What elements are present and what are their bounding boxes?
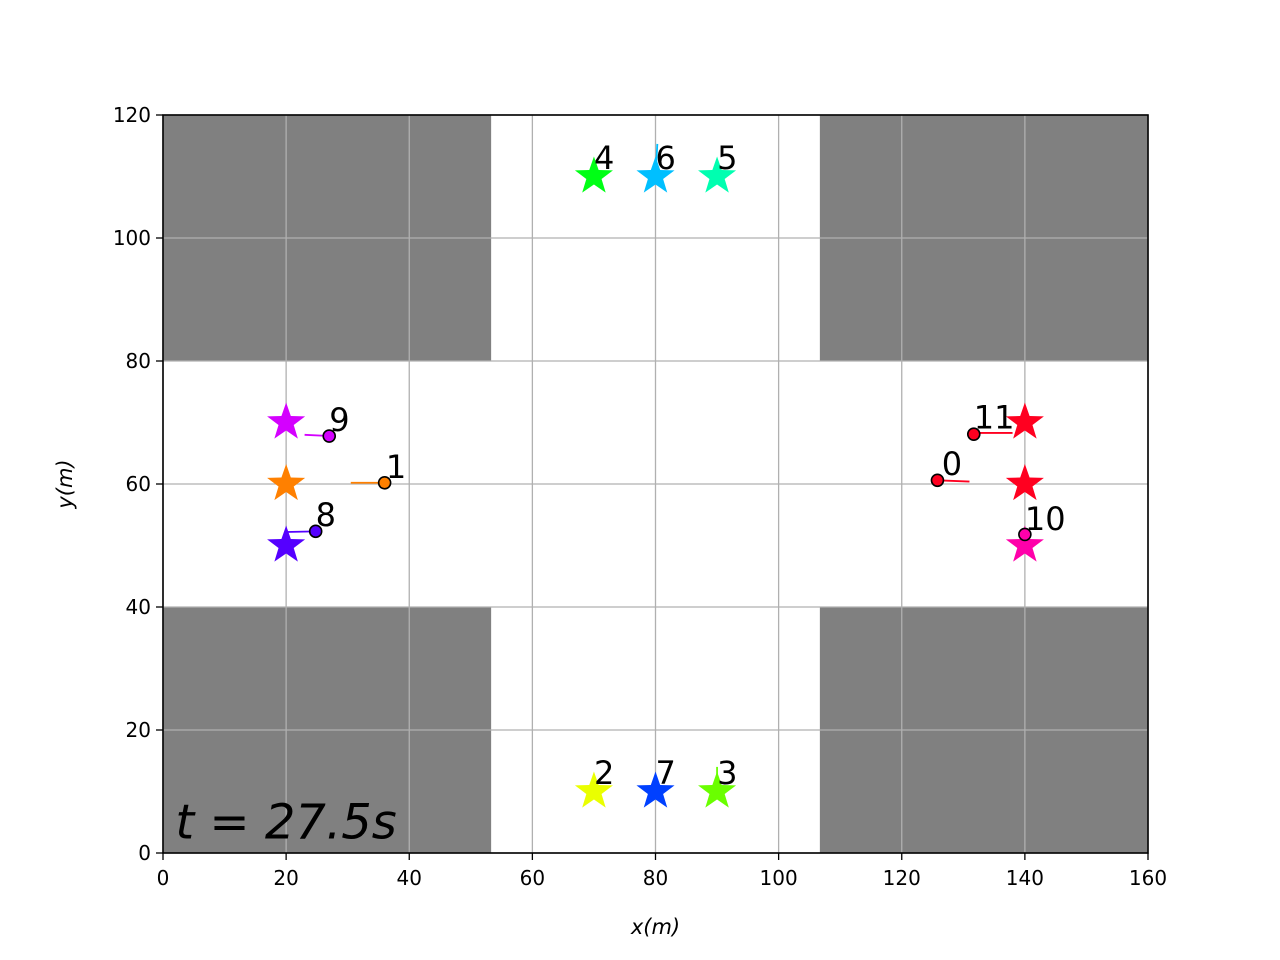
- agent-marker-8: [308, 524, 323, 539]
- goal-star-4: [574, 156, 613, 193]
- agent-label-0: 0: [942, 445, 962, 483]
- goal-star-9: [267, 402, 306, 439]
- agent-label-11: 11: [974, 399, 1015, 437]
- y-axis-label: y(m): [53, 459, 77, 509]
- agent-label-7: 7: [656, 754, 676, 792]
- y-tick-label: 60: [126, 472, 151, 496]
- agent-label-1: 1: [386, 448, 406, 486]
- agents-layer: [308, 427, 1032, 542]
- agent-label-4: 4: [594, 139, 614, 177]
- agent-marker-1: [377, 475, 392, 490]
- x-tick-label: 140: [1006, 866, 1044, 890]
- agent-label-9: 9: [329, 401, 349, 439]
- y-tick-label: 100: [113, 226, 151, 250]
- goal-star-5: [698, 156, 737, 193]
- goal-star-7: [636, 771, 675, 808]
- x-tick-label: 20: [273, 866, 298, 890]
- goal-star-11: [1005, 402, 1044, 439]
- y-tick-label: 0: [138, 841, 151, 865]
- x-tick-label: 160: [1129, 866, 1167, 890]
- x-tick-label: 60: [520, 866, 545, 890]
- agent-label-5: 5: [717, 139, 737, 177]
- y-tick-label: 40: [126, 595, 151, 619]
- time-annotation: t = 27.5s: [175, 794, 396, 850]
- goal-star-1: [267, 464, 306, 501]
- y-tick-label: 120: [113, 103, 151, 127]
- goal-star-6: [636, 156, 675, 193]
- agent-marker-0: [930, 473, 945, 488]
- goal-star-3: [698, 771, 737, 808]
- agent-label-6: 6: [656, 139, 676, 177]
- agent-label-8: 8: [316, 496, 336, 534]
- agent-marker-11: [966, 427, 981, 441]
- agent-marker-10: [1018, 527, 1032, 542]
- x-axis-label: x(m): [630, 915, 680, 939]
- goal-star-0: [1005, 464, 1044, 501]
- agent-label-2: 2: [594, 754, 614, 792]
- x-tick-label: 80: [643, 866, 668, 890]
- labels-layer: 0 1 2 3 4 5 6 7 8 9 10 11: [316, 139, 1066, 792]
- agent-label-10: 10: [1025, 500, 1066, 538]
- x-tick-label: 40: [397, 866, 422, 890]
- goal-star-10: [1005, 525, 1044, 562]
- x-tick-label: 120: [883, 866, 921, 890]
- x-tick-label: 0: [157, 866, 170, 890]
- agent-label-3: 3: [717, 754, 737, 792]
- y-tick-label: 80: [126, 349, 151, 373]
- goals-layer: [267, 156, 1044, 808]
- y-tick-label: 20: [126, 718, 151, 742]
- goal-star-2: [574, 771, 613, 808]
- agent-marker-9: [322, 429, 337, 443]
- x-tick-label: 100: [760, 866, 798, 890]
- goal-star-8: [267, 525, 306, 562]
